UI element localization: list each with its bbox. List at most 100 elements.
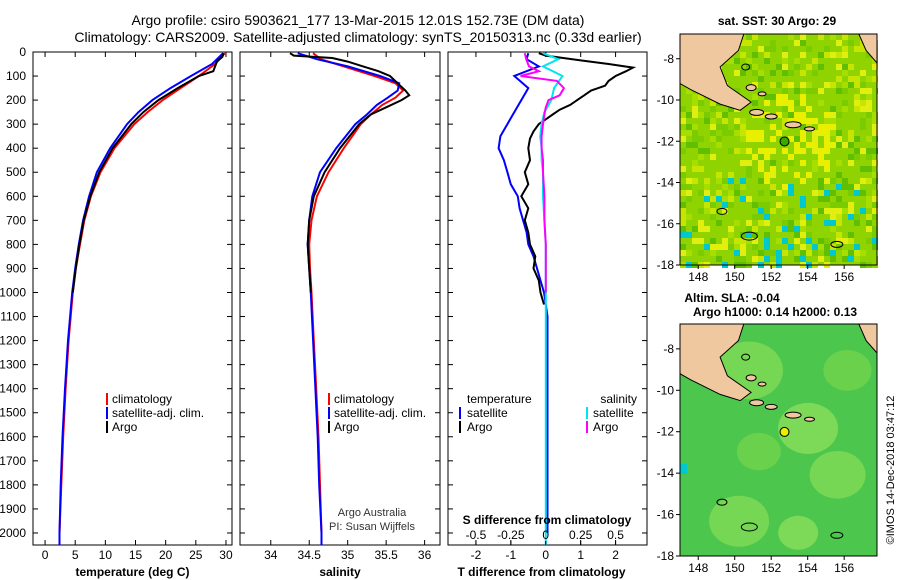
lon-tick-label: 154 <box>798 561 818 575</box>
sst-pixel <box>800 94 806 100</box>
sst-pixel <box>788 256 794 262</box>
sst-pixel <box>728 106 734 112</box>
sst-pixel <box>848 208 854 214</box>
sst-pixel <box>788 208 794 214</box>
sst-pixel <box>782 202 788 208</box>
lat-tick-label: -8 <box>663 342 674 356</box>
sst-pixel <box>776 94 782 100</box>
lon-tick-label: 156 <box>834 270 854 284</box>
sst-pixel <box>788 100 794 106</box>
sst-pixel <box>752 154 758 160</box>
sst-pixel <box>788 34 794 40</box>
series-line-argo <box>289 52 411 293</box>
sst-pixel <box>746 148 752 154</box>
sst-pixel <box>836 214 842 220</box>
sst-pixel <box>818 64 824 70</box>
depth-tick-label: 200 <box>6 93 26 107</box>
sst-pixel <box>818 148 824 154</box>
reef-outline <box>741 353 751 361</box>
sst-pixel <box>746 238 752 244</box>
sst-pixel <box>776 130 782 136</box>
sst-pixel <box>686 214 692 220</box>
sst-pixel <box>818 196 824 202</box>
sst-pixel <box>758 214 764 220</box>
sst-pixel <box>812 166 818 172</box>
sst-pixel <box>806 82 812 88</box>
x-tick-label: 20 <box>159 548 173 562</box>
sst-pixel <box>830 82 836 88</box>
sst-pixel <box>860 46 866 52</box>
x-tick-label: -2 <box>471 548 482 562</box>
sst-pixel <box>680 130 686 136</box>
header-title-line1: Argo profile: csiro 5903621_177 13-Mar-2… <box>132 12 585 28</box>
x-tick-label: 0 <box>42 548 49 562</box>
sst-pixel <box>764 58 770 64</box>
sst-pixel <box>758 76 764 82</box>
sst-pixel <box>776 82 782 88</box>
depth-tick-label: 1300 <box>0 358 26 372</box>
x-tick-label: 10 <box>99 548 113 562</box>
sst-pixel <box>734 148 740 154</box>
sst-pixel <box>758 256 764 262</box>
sst-pixel <box>692 136 698 142</box>
sst-pixel <box>848 232 854 238</box>
sst-pixel <box>794 148 800 154</box>
lon-tick-label: 156 <box>834 561 854 575</box>
sst-pixel <box>788 106 794 112</box>
sst-pixel <box>842 178 848 184</box>
sst-pixel <box>776 250 782 256</box>
sst-pixel <box>818 178 824 184</box>
sst-pixel <box>758 52 764 58</box>
island <box>745 374 757 382</box>
sst-pixel <box>782 118 788 124</box>
x-tick-label: 35 <box>341 548 355 562</box>
sst-pixel <box>818 88 824 94</box>
sst-pixel <box>800 136 806 142</box>
sst-pixel <box>680 166 686 172</box>
sst-pixel <box>842 256 848 262</box>
sst-pixel <box>728 244 734 250</box>
sst-pixel <box>740 136 746 142</box>
temperature-legend: climatology satellite-adj. clim. Argo <box>106 392 204 434</box>
sst-pixel <box>782 166 788 172</box>
sst-pixel <box>854 82 860 88</box>
sst-pixel <box>740 130 746 136</box>
sst-pixel <box>824 112 830 118</box>
sst-pixel <box>824 88 830 94</box>
imos-stamp: ©IMOS 14-Dec-2018 03:47:12 <box>885 396 897 545</box>
sst-pixel <box>680 202 686 208</box>
sst-pixel <box>722 202 728 208</box>
sst-pixel <box>710 244 716 250</box>
sst-pixel <box>800 112 806 118</box>
sst-pixel <box>866 70 872 76</box>
sst-pixel <box>860 70 866 76</box>
sst-pixel <box>734 70 740 76</box>
reef-outline <box>740 522 758 532</box>
sst-pixel <box>698 154 704 160</box>
sst-pixel <box>770 160 776 166</box>
sst-pixel <box>782 82 788 88</box>
sst-pixel <box>746 172 752 178</box>
sst-pixel <box>788 184 794 190</box>
sst-map: -8 -10 -12 -14 -16 -18 148 150 152 154 156 <box>657 33 878 284</box>
sst-pixel <box>782 88 788 94</box>
lat-tick-label: -12 <box>657 134 675 148</box>
legend-label: Argo <box>112 420 138 434</box>
sst-pixel <box>776 226 782 232</box>
sst-pixel <box>830 214 836 220</box>
sst-pixel <box>698 100 704 106</box>
sst-pixel <box>794 40 800 46</box>
island <box>745 84 757 92</box>
x-tick-label: 34.5 <box>298 548 322 562</box>
sst-pixel <box>788 70 794 76</box>
reef-outline <box>740 231 758 241</box>
sla-pixel <box>680 464 687 474</box>
sst-pixel <box>782 46 788 52</box>
sst-pixel <box>794 256 800 262</box>
sst-pixel <box>752 34 758 40</box>
sst-pixel <box>848 82 854 88</box>
sst-pixel <box>728 232 734 238</box>
sst-pixel <box>734 124 740 130</box>
legend-label: satellite <box>593 406 634 420</box>
x-tick-label: 34 <box>264 548 278 562</box>
